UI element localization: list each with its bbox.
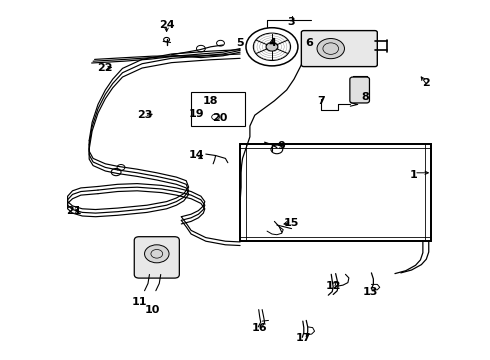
Text: 13: 13 [362, 287, 378, 297]
Bar [240, 144, 431, 241]
Text: 16: 16 [252, 323, 268, 333]
Circle shape [266, 42, 278, 51]
Text: 4: 4 [268, 38, 276, 48]
FancyBboxPatch shape [350, 77, 369, 103]
Text: 9: 9 [278, 141, 286, 151]
FancyBboxPatch shape [301, 31, 377, 67]
Text: 11: 11 [132, 297, 147, 307]
Text: 8: 8 [361, 92, 369, 102]
Text: 6: 6 [305, 38, 313, 48]
Bar [240, 144, 431, 241]
Circle shape [145, 245, 169, 263]
Text: 10: 10 [144, 305, 160, 315]
Text: 24: 24 [159, 20, 174, 30]
Text: 19: 19 [188, 109, 204, 120]
Text: 21: 21 [66, 206, 81, 216]
FancyBboxPatch shape [134, 237, 179, 278]
Circle shape [317, 39, 344, 59]
Text: 22: 22 [98, 63, 113, 73]
Text: 7: 7 [317, 96, 325, 106]
Text: 17: 17 [296, 333, 312, 343]
Text: 2: 2 [422, 78, 430, 88]
Text: 15: 15 [284, 218, 299, 228]
Text: 1: 1 [410, 170, 418, 180]
Text: 12: 12 [325, 281, 341, 291]
Text: 18: 18 [203, 96, 219, 106]
Bar [191, 92, 245, 126]
Text: 14: 14 [188, 150, 204, 160]
Text: 3: 3 [288, 17, 295, 27]
Text: 5: 5 [236, 38, 244, 48]
Text: 20: 20 [212, 113, 227, 123]
Text: 23: 23 [137, 110, 152, 120]
